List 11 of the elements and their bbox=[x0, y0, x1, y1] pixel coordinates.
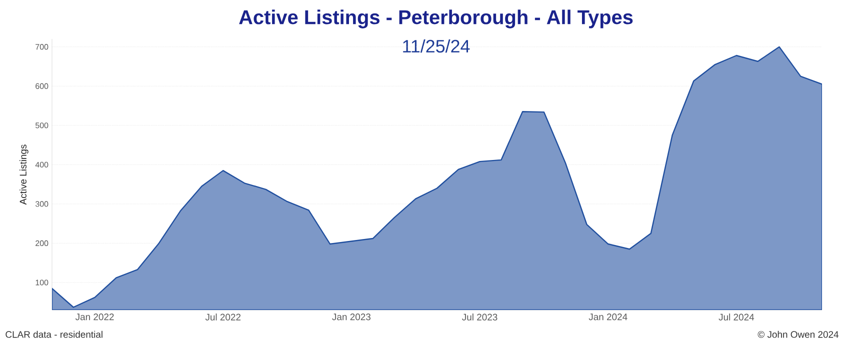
x-tick-label: Jan 2022 bbox=[75, 314, 114, 320]
x-tick-label: Jul 2024 bbox=[718, 314, 754, 320]
chart-title: Active Listings - Peterborough - All Types bbox=[239, 10, 633, 28]
x-tick-label: Jul 2023 bbox=[462, 314, 498, 320]
text: © John Owen 2024 bbox=[758, 330, 839, 338]
y-axis-title: Active Listings bbox=[20, 144, 28, 205]
x-tick-label: Jan 2023 bbox=[332, 314, 370, 320]
text: CLAR data - residential bbox=[6, 330, 102, 338]
chart-subtitle: 11/25/24 bbox=[403, 39, 470, 53]
x-tick-label: Jan 2024 bbox=[588, 314, 628, 320]
x-tick-label: Jul 2022 bbox=[205, 314, 241, 320]
